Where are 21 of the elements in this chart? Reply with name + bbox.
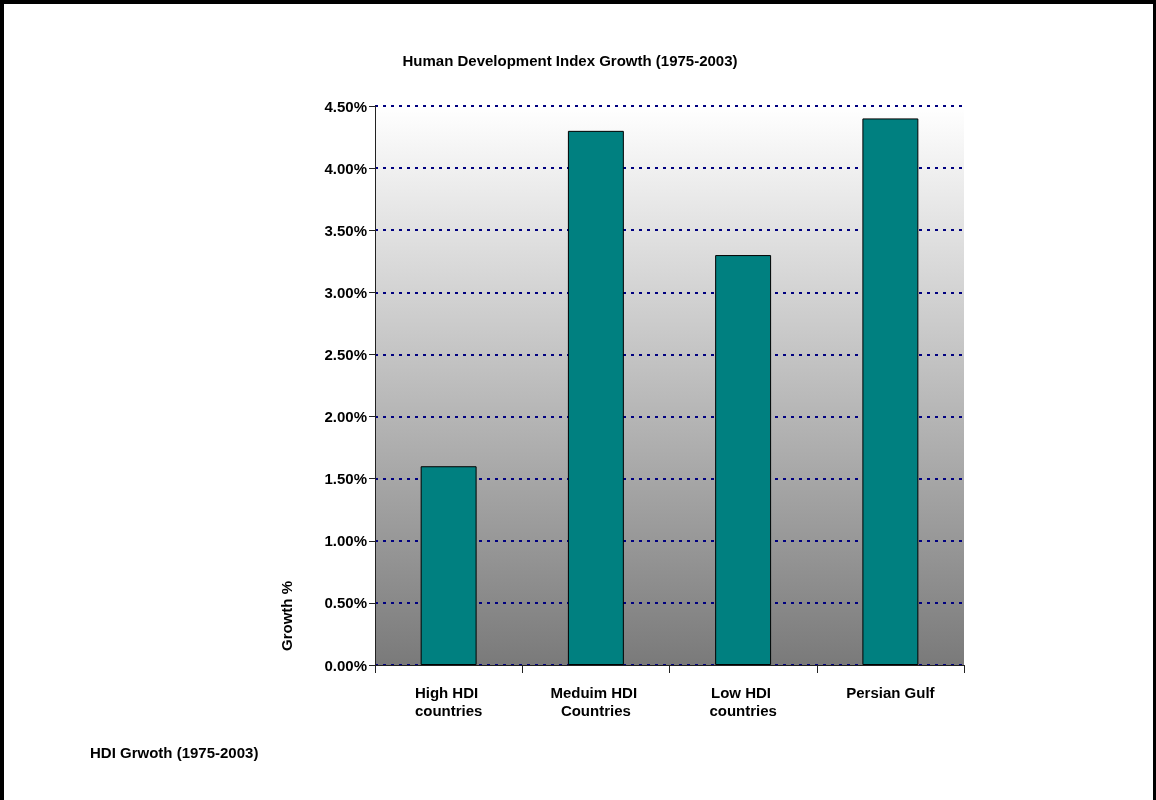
y-tick-label: 4.50% — [324, 97, 367, 115]
y-tick-label: 3.00% — [324, 283, 367, 301]
x-tick-label: High HDI countries — [414, 683, 483, 719]
y-axis-title: Growth % — [277, 581, 295, 651]
y-tick-label: 2.00% — [324, 408, 367, 426]
x-tick-label: Meduim HDI Countries — [550, 683, 642, 719]
x-axis-title: HDI Grwoth (1975-2003) — [90, 743, 259, 761]
x-tick-label: Persian Gulf — [846, 683, 936, 701]
x-tick-label: Low HDI countries — [709, 683, 777, 719]
y-tick-label: 3.50% — [324, 221, 367, 239]
y-tick-label: 4.00% — [324, 159, 367, 177]
y-tick-label: 0.50% — [324, 594, 367, 612]
y-tick-label: 1.50% — [324, 470, 367, 488]
y-tick-label: 1.00% — [324, 532, 367, 550]
bar — [567, 130, 624, 665]
bar — [420, 466, 477, 665]
y-tick-label: 0.00% — [324, 656, 367, 674]
y-tick-label: 2.50% — [324, 345, 367, 363]
chart-title: Human Development Index Growth (1975-2003) — [402, 52, 738, 69]
bar — [862, 118, 919, 665]
bar — [715, 255, 772, 665]
